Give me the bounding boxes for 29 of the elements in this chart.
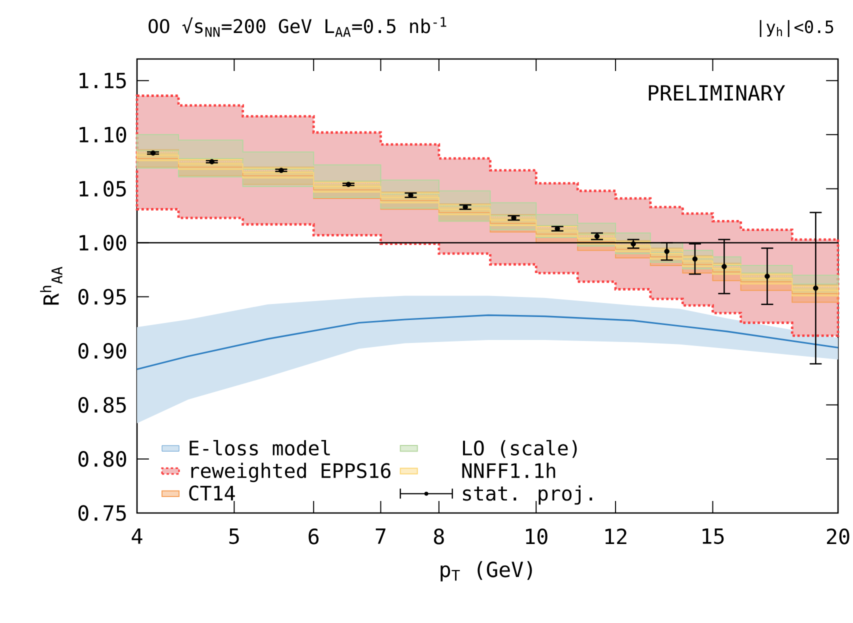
- legend-label: stat. proj.: [463, 485, 592, 505]
- y-tick-label: 1.00: [80, 234, 126, 251]
- y-axis-title: R$^{h}$AA: [40, 266, 62, 305]
- x-tick-label: 8: [434, 528, 444, 544]
- y-tick-label: 0.95: [78, 288, 126, 305]
- text: p$_{T}$ (GeV): [440, 561, 532, 582]
- x-tick-label: 5: [229, 528, 239, 544]
- legend-label: NNFF1.1h: [462, 462, 556, 478]
- y-tick-label: 0.80: [78, 451, 126, 467]
- y-tick-label: 1.10: [80, 126, 126, 143]
- legend-label: LO (scale): [463, 440, 577, 458]
- legend-label: E-loss model: [190, 440, 330, 456]
- chart-title: OO √s$_{NN}$=200 GeV L$_{AA}$=0.5 nb$^{-1}$: [148, 17, 446, 37]
- y-tick-label: 0.90: [78, 342, 126, 359]
- y-tick-label: 0.75: [78, 505, 126, 521]
- y-tick-label: 0.85: [78, 396, 126, 413]
- x-tick-label: 7: [376, 528, 386, 544]
- x-tick-label: 20: [826, 528, 850, 544]
- x-tick-label: 12: [605, 528, 626, 544]
- annotation: PRELIMINARY: [648, 85, 786, 100]
- x-tick-label: 15: [702, 528, 724, 544]
- legend-label: reweighted EPPS16: [191, 462, 390, 482]
- y-tick-label: 1.05: [80, 180, 126, 197]
- x-tick-label: 6: [308, 528, 319, 544]
- x-tick-label: 4: [132, 528, 142, 544]
- legend-label: CT14: [189, 486, 235, 501]
- text: |y$_{h}$|<0.5: [760, 20, 834, 37]
- x-tick-label: 10: [526, 528, 548, 544]
- y-tick-label: 1.15: [80, 72, 126, 88]
